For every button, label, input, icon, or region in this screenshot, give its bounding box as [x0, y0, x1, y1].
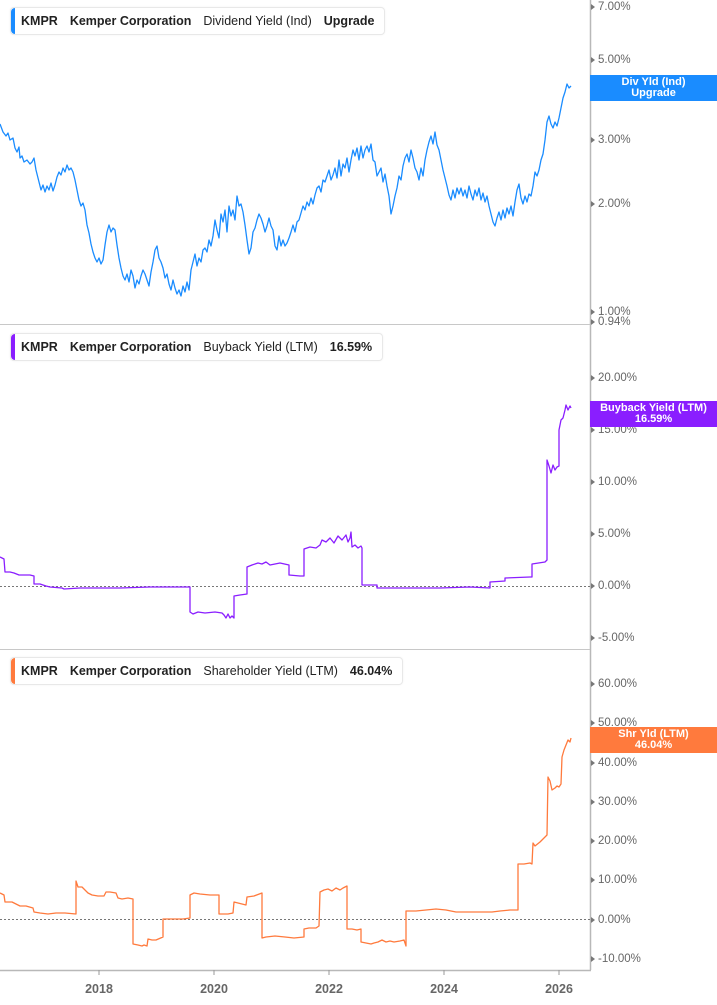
last-value-badge-dividend[interactable]: Div Yld (Ind) Upgrade — [590, 75, 717, 101]
last-value-badge-shareholder: Shr Yld (LTM) 46.04% — [590, 727, 717, 753]
badge-value: 16.59% — [634, 413, 673, 425]
y-tick-label: 10.00% — [598, 874, 638, 886]
legend-value: 46.04% — [349, 664, 393, 678]
y-tick-label: 10.00% — [598, 476, 638, 488]
y-tick-label: 7.00% — [598, 1, 631, 13]
legend-ticker: KMPR — [21, 664, 58, 678]
x-tick-label: 2024 — [430, 982, 458, 996]
badge-value: 46.04% — [634, 739, 673, 751]
x-tick-label: 2026 — [545, 982, 573, 996]
legend-metric: Shareholder Yield (LTM) — [203, 664, 338, 678]
legend-company: Kemper Corporation — [69, 340, 192, 354]
legend-value[interactable]: Upgrade — [323, 14, 375, 28]
series-color-bar — [11, 658, 15, 684]
shareholder-yield-line — [0, 737, 572, 947]
legend-company: Kemper Corporation — [69, 664, 192, 678]
series-color-bar — [11, 334, 15, 360]
dividend-yield-line — [0, 83, 572, 297]
badge-label: Shr Yld (LTM) — [618, 728, 689, 740]
legend-ticker: KMPR — [21, 14, 58, 28]
y-tick-label: 2.00% — [598, 198, 631, 210]
series-color-bar — [11, 8, 15, 34]
legend-metric: Dividend Yield (Ind) — [203, 14, 312, 28]
y-tick-label: 0.94% — [598, 316, 631, 328]
y-tick-label: 20.00% — [598, 372, 638, 384]
x-axis-ticks — [98, 970, 560, 975]
y-tick-label: 20.00% — [598, 835, 638, 847]
y-tick-label: 15.00% — [598, 424, 638, 436]
legend-value: 16.59% — [329, 340, 373, 354]
y-tick-label: 50.00% — [598, 717, 638, 729]
x-tick-label: 2020 — [200, 982, 228, 996]
y-axis-ticks — [591, 4, 595, 962]
y-tick-label: 30.00% — [598, 796, 638, 808]
y-tick-label: 5.00% — [598, 528, 631, 540]
legend-dividend-yield[interactable]: KMPR Kemper Corporation Dividend Yield (… — [10, 7, 386, 35]
y-tick-label: 40.00% — [598, 757, 638, 769]
x-tick-label: 2018 — [85, 982, 113, 996]
legend-buyback-yield[interactable]: KMPR Kemper Corporation Buyback Yield (L… — [10, 333, 384, 361]
y-tick-label: 3.00% — [598, 134, 631, 146]
y-tick-label: 60.00% — [598, 678, 638, 690]
last-value-badge-buyback: Buyback Yield (LTM) 16.59% — [590, 401, 717, 427]
badge-value: Upgrade — [631, 87, 676, 99]
y-tick-label: -5.00% — [598, 632, 635, 644]
legend-company: Kemper Corporation — [69, 14, 192, 28]
badge-label: Buyback Yield (LTM) — [600, 402, 707, 414]
legend-metric: Buyback Yield (LTM) — [203, 340, 318, 354]
y-tick-label: -10.00% — [598, 953, 641, 965]
buyback-yield-line — [0, 404, 572, 619]
y-tick-label: 0.00% — [598, 914, 631, 926]
y-tick-label: 5.00% — [598, 54, 631, 66]
y-tick-label: 0.00% — [598, 580, 631, 592]
x-tick-label: 2022 — [315, 982, 343, 996]
badge-label: Div Yld (Ind) — [621, 76, 686, 88]
y-tick-label: 1.00% — [598, 306, 631, 318]
legend-ticker: KMPR — [21, 340, 58, 354]
legend-shareholder-yield[interactable]: KMPR Kemper Corporation Shareholder Yiel… — [10, 657, 404, 685]
